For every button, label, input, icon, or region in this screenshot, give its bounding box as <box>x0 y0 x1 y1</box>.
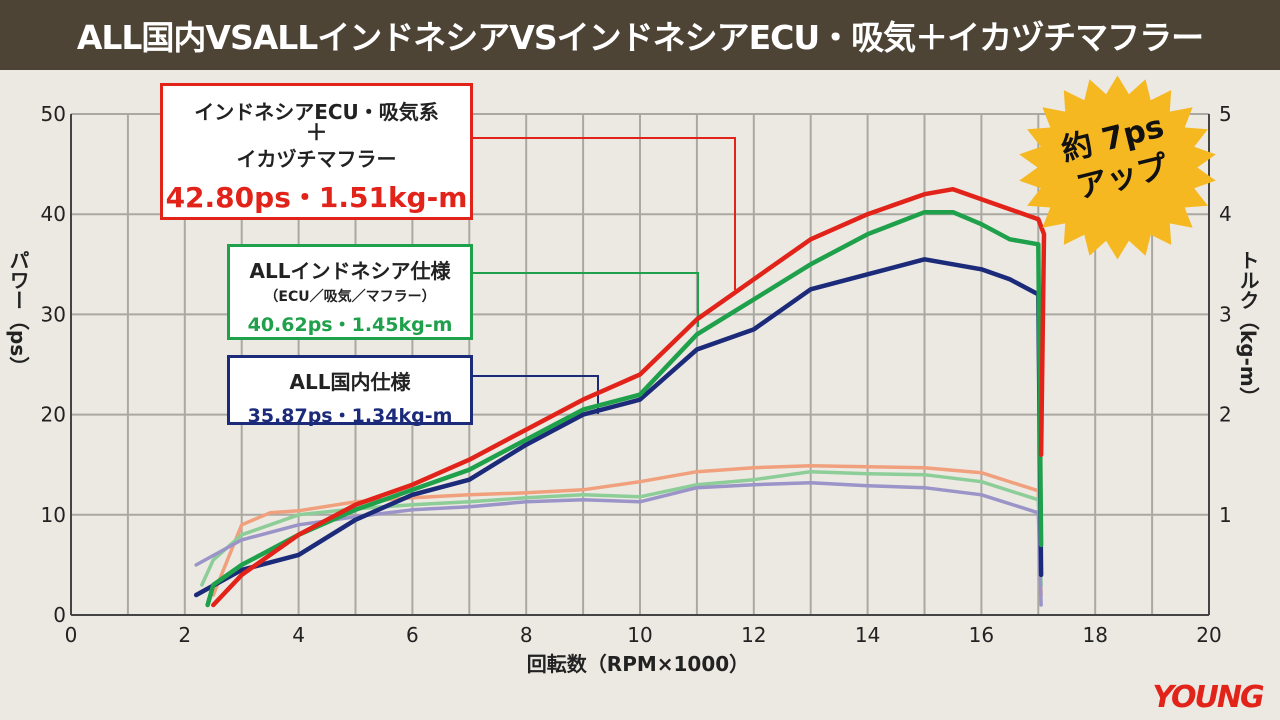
y-right-tick-label: 4 <box>1219 202 1232 226</box>
callout-red-line3: イカヅチマフラー <box>236 147 397 171</box>
y-right-tick-label: 3 <box>1219 302 1232 326</box>
starburst-badge <box>1019 75 1216 260</box>
chart-title: ALL国内VSALLインドネシアVSインドネシアECU・吸気＋イカヅチマフラー <box>76 18 1204 57</box>
x-tick-label: 12 <box>741 623 766 647</box>
callout-green-value: 40.62ps・1.45kg-m <box>247 314 453 336</box>
y-left-tick-label: 10 <box>41 503 66 527</box>
series-green-torque <box>200 469 1043 587</box>
young-machine-logo: YOUNG <box>1145 680 1270 715</box>
leader-red <box>473 137 736 290</box>
x-tick-label: 14 <box>855 623 880 647</box>
series-navy-power <box>193 257 1044 598</box>
callout-green-spec: ALLインドネシア仕様 （ECU／吸気／マフラー） 40.62ps・1.45kg… <box>227 244 473 340</box>
y-left-tick-label: 0 <box>53 603 66 627</box>
callout-navy-spec: ALL国内仕様 35.87ps・1.34kg-m <box>227 355 473 427</box>
x-tick-label: 4 <box>292 623 305 647</box>
y-axis-right-label: トルク（kg-m） <box>1236 250 1260 407</box>
callout-leaders <box>473 137 736 414</box>
leader-navy <box>473 375 599 414</box>
y-left-tick-label: 20 <box>41 403 66 427</box>
series-red-power <box>211 186 1047 608</box>
x-tick-label: 6 <box>406 623 419 647</box>
callout-red-line1: インドネシアECU・吸気系 <box>194 100 439 124</box>
callout-red-value: 42.80ps・1.51kg-m <box>165 181 468 214</box>
y-right-tick-label: 2 <box>1219 403 1232 427</box>
callout-navy-line1: ALL国内仕様 <box>289 370 411 394</box>
x-tick-label: 16 <box>969 623 994 647</box>
series-red-torque <box>211 463 1043 597</box>
x-tick-label: 2 <box>178 623 191 647</box>
logo-text: YOUNG <box>1152 680 1264 715</box>
x-tick-label: 0 <box>65 623 78 647</box>
callout-green-line1: ALLインドネシア仕様 <box>249 259 451 283</box>
series-lines <box>193 186 1047 608</box>
y-right-tick-label: 5 <box>1219 102 1232 126</box>
y-left-tick-label: 40 <box>41 202 66 226</box>
x-axis-label: 回転数（RPM×1000） <box>527 652 749 676</box>
y-left-tick-label: 50 <box>41 102 66 126</box>
y-left-tick-label: 30 <box>41 302 66 326</box>
y-right-tick-label: 1 <box>1219 503 1232 527</box>
callout-green-line2: （ECU／吸気／マフラー） <box>264 289 436 305</box>
series-navy-torque <box>194 480 1043 607</box>
callout-red-spec: インドネシアECU・吸気系 ＋ イカヅチマフラー 42.80ps・1.51kg-… <box>160 83 473 220</box>
x-tick-label: 20 <box>1196 623 1221 647</box>
x-tick-label: 18 <box>1082 623 1107 647</box>
leader-green <box>473 272 699 327</box>
x-tick-label: 8 <box>520 623 533 647</box>
title-bar: ALL国内VSALLインドネシアVSインドネシアECU・吸気＋イカヅチマフラー <box>0 0 1280 70</box>
callout-red-line2: ＋ <box>305 121 328 146</box>
axes <box>70 114 1210 616</box>
y-axis-left-label: パワー（ps） <box>6 250 30 377</box>
callout-navy-value: 35.87ps・1.34kg-m <box>247 405 453 427</box>
x-tick-label: 10 <box>627 623 652 647</box>
